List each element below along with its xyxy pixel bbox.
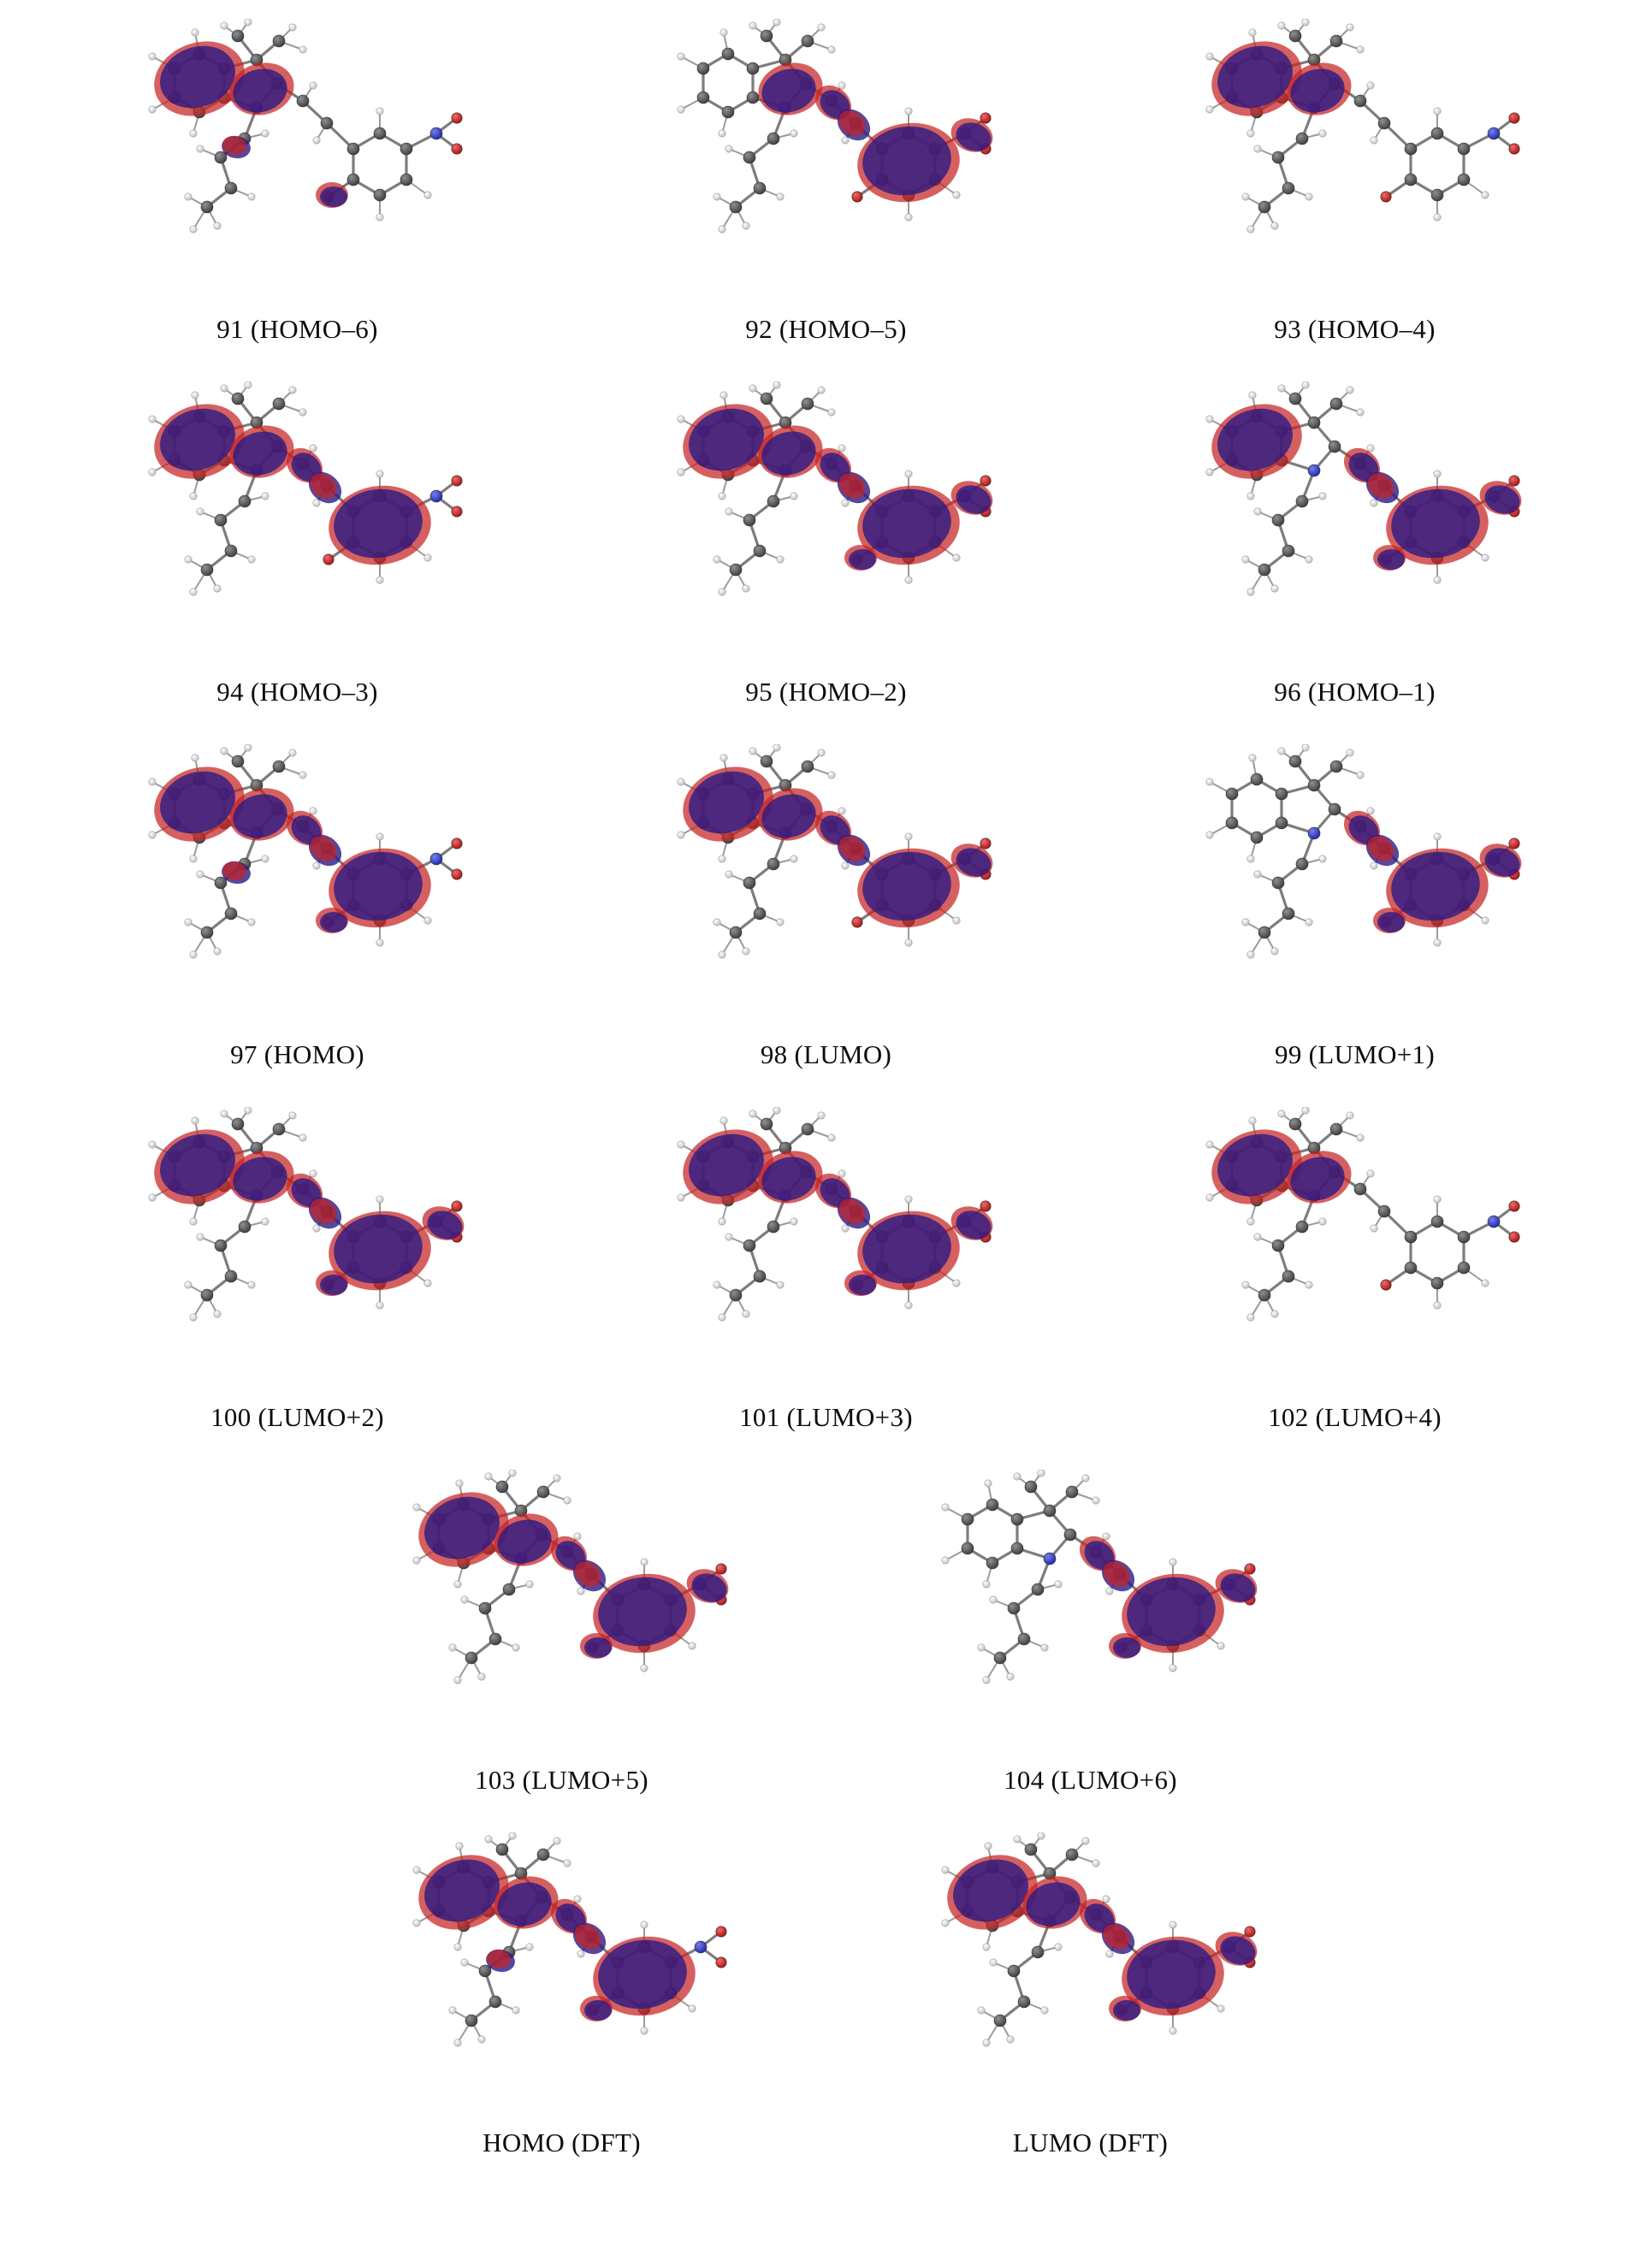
- panel-label: 103 (LUMO+5): [475, 1765, 648, 1796]
- molecule-orbital-image: [1205, 744, 1521, 959]
- molecule-orbital-image: [940, 1832, 1257, 2047]
- panel-label: 101 (LUMO+3): [739, 1402, 913, 1433]
- panel-label: HOMO (DFT): [483, 2128, 641, 2158]
- molecule-orbital-image: [412, 1832, 726, 2047]
- orbital-panel: 102 (LUMO+4): [1107, 1107, 1603, 1432]
- orbital-panel: 96 (HOMO–1): [1107, 382, 1603, 707]
- orbital-panel: LUMO (DFT): [843, 1832, 1339, 2157]
- orbital-lobes: [153, 766, 431, 934]
- orbital-lobes: [153, 41, 348, 208]
- orbital-panel: 95 (HOMO–2): [578, 382, 1075, 707]
- orbital-panel: 104 (LUMO+6): [843, 1470, 1339, 1795]
- orbital-panel: 98 (LUMO): [578, 744, 1075, 1069]
- molecule-orbital-image: [676, 744, 992, 959]
- orbital-lobes: [1211, 404, 1521, 571]
- orbital-panel: 99 (LUMO+1): [1107, 744, 1603, 1069]
- molecule-orbital-image: [676, 382, 992, 596]
- orbital-panel: 103 (LUMO+5): [314, 1470, 810, 1795]
- molecule-orbital-image: [1205, 1107, 1519, 1322]
- orbital-lobes: [417, 1855, 696, 2022]
- orbital-lobes: [1079, 1536, 1257, 1660]
- panel-label: 99 (LUMO+1): [1275, 1039, 1435, 1070]
- molecule-orbital-image: [147, 1107, 464, 1322]
- orbital-lobes: [757, 62, 992, 203]
- atom-spheres: [1205, 1107, 1519, 1322]
- molecule-orbital-image: [147, 382, 462, 596]
- panel-label: 95 (HOMO–2): [745, 677, 907, 707]
- orbital-panel: 101 (LUMO+3): [578, 1107, 1075, 1432]
- orbital-panel: 97 (HOMO): [50, 744, 546, 1069]
- panel-label: 104 (LUMO+6): [1004, 1765, 1177, 1796]
- panel-label: LUMO (DFT): [1012, 2128, 1169, 2158]
- orbital-row: 103 (LUMO+5) 104 (LUMO+6): [0, 1470, 1652, 1795]
- panel-label: 91 (HOMO–6): [216, 314, 378, 344]
- orbital-row: 97 (HOMO) 98 (LUMO) 99 (LUMO+1): [0, 744, 1652, 1069]
- panel-label: 92 (HOMO–5): [745, 314, 907, 344]
- orbital-lobes: [1343, 810, 1521, 934]
- molecule-orbital-image: [1205, 382, 1521, 596]
- orbital-lobes: [153, 404, 431, 565]
- panel-label: 97 (HOMO): [230, 1039, 364, 1070]
- panel-label: 100 (LUMO+2): [210, 1402, 384, 1433]
- orbital-lobes: [682, 1129, 992, 1297]
- orbital-row: HOMO (DFT) LUMO (DFT): [0, 1832, 1652, 2157]
- panel-label: 93 (HOMO–4): [1274, 314, 1436, 344]
- orbital-panel: 93 (HOMO–4): [1107, 19, 1603, 344]
- molecule-orbital-image: [1205, 19, 1519, 234]
- orbital-lobes: [682, 766, 992, 928]
- orbital-panel: 94 (HOMO–3): [50, 382, 546, 707]
- orbital-panel: 91 (HOMO–6): [50, 19, 546, 344]
- panel-label: 98 (LUMO): [760, 1039, 892, 1070]
- orbital-panel: 92 (HOMO–5): [578, 19, 1075, 344]
- molecule-orbital-image: [147, 19, 462, 234]
- orbital-lobes: [682, 404, 992, 571]
- orbital-lobes: [1211, 41, 1352, 116]
- orbital-row: 94 (HOMO–3) 95 (HOMO–2) 96 (HOMO–1): [0, 382, 1652, 707]
- panel-label: 102 (LUMO+4): [1268, 1402, 1442, 1433]
- orbital-lobes: [417, 1492, 728, 1660]
- orbital-panel: 100 (LUMO+2): [50, 1107, 546, 1432]
- orbital-lobes: [153, 1129, 464, 1297]
- molecule-orbital-image: [940, 1470, 1257, 1684]
- orbital-lobes: [946, 1855, 1257, 2022]
- orbital-row: 100 (LUMO+2) 101 (LUMO+3) 102 (LUMO+4): [0, 1107, 1652, 1432]
- panel-label: 96 (HOMO–1): [1274, 677, 1436, 707]
- molecule-orbital-image: [412, 1470, 728, 1684]
- molecule-orbital-image: [147, 744, 462, 959]
- panel-label: 94 (HOMO–3): [216, 677, 378, 707]
- orbital-row: 91 (HOMO–6) 92 (HOMO–5) 93 (HOMO–4): [0, 19, 1652, 344]
- orbital-panel: HOMO (DFT): [314, 1832, 810, 2157]
- molecule-orbital-image: [676, 1107, 992, 1322]
- molecule-orbital-image: [676, 19, 992, 234]
- orbital-lobes: [1211, 1129, 1352, 1204]
- orbital-figure-grid: 91 (HOMO–6) 92 (HOMO–5) 93 (HOMO–4) 94 (HOM…: [0, 19, 1652, 2157]
